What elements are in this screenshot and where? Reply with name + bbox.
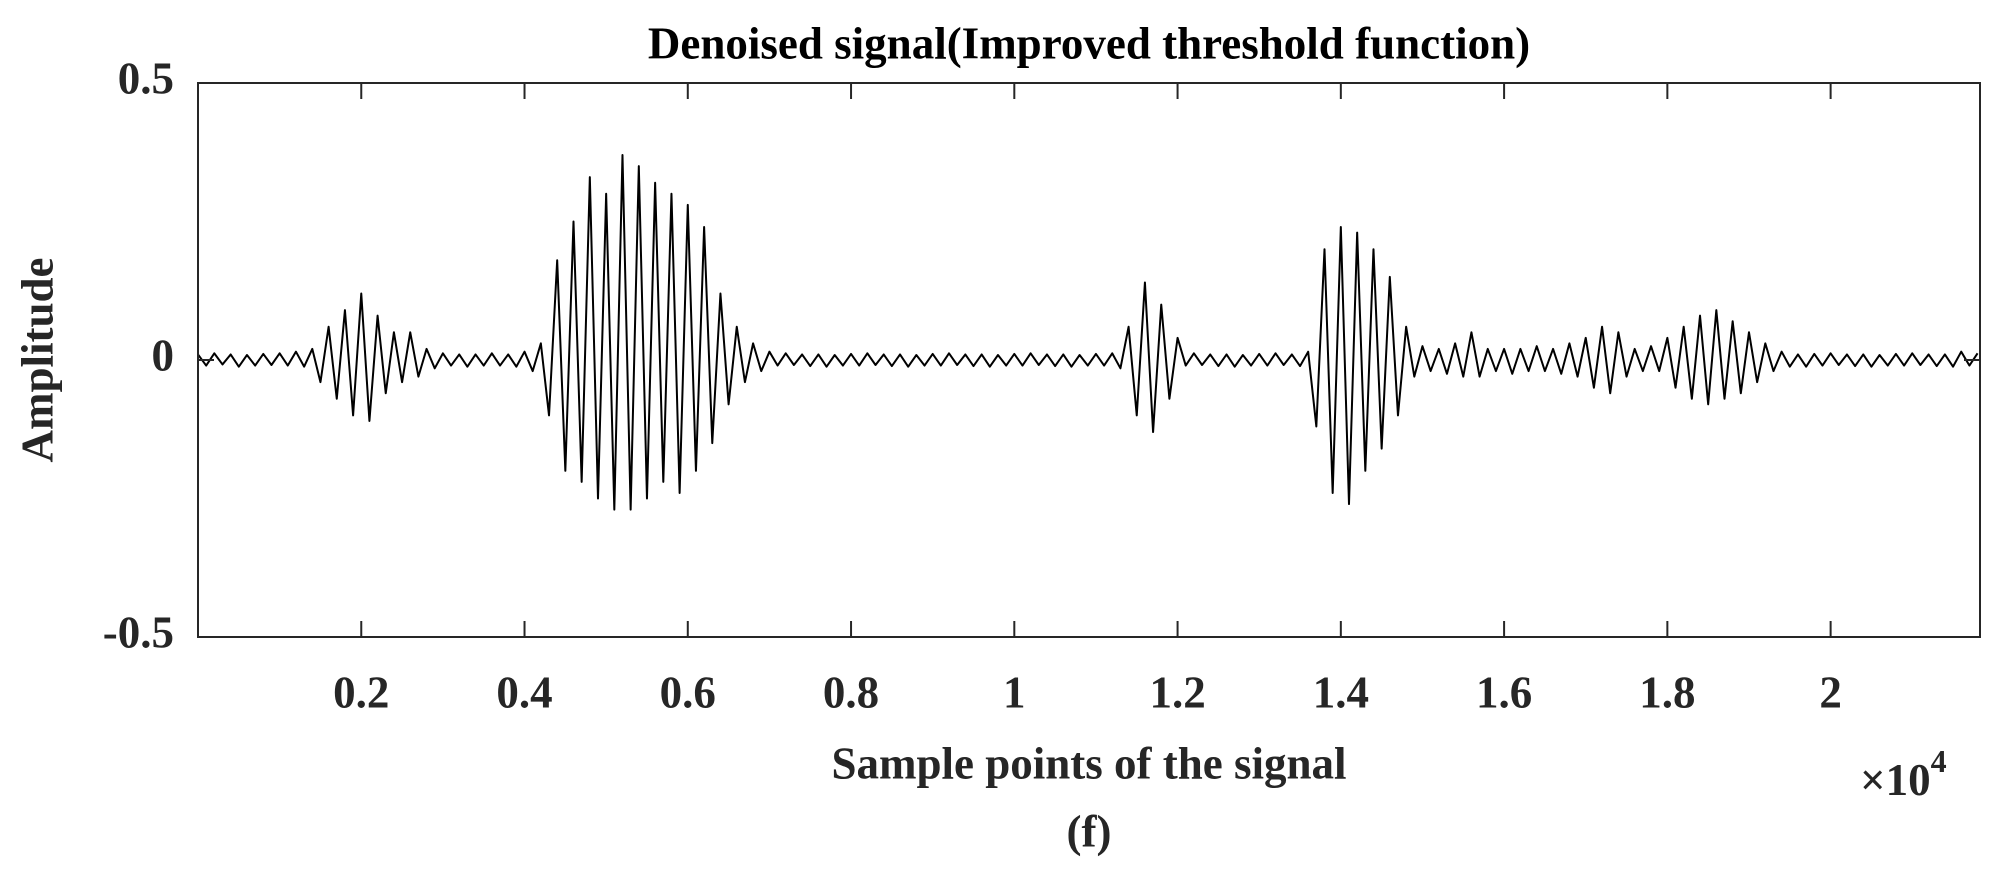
caption: (f) — [1067, 806, 1112, 856]
x-axis-label: Sample points of the signal — [831, 738, 1346, 788]
y-axis-label: Amplitude — [12, 257, 62, 462]
signal-line — [197, 154, 1979, 511]
x-tick-label: 0.2 — [333, 667, 389, 717]
x-multiplier: ×104 — [1860, 743, 1947, 805]
x-tick-label: 1 — [1003, 667, 1026, 717]
y-tick-label: 0.5 — [118, 53, 174, 103]
x-tick-label: 0.6 — [660, 667, 716, 717]
x-tick-label: 1.8 — [1639, 667, 1695, 717]
x-multiplier-base: ×10 — [1860, 755, 1931, 805]
chart-title: Denoised signal(Improved threshold funct… — [648, 18, 1530, 68]
y-tick-label: 0 — [152, 330, 175, 380]
x-multiplier-exponent: 4 — [1931, 743, 1947, 779]
y-tick-label: -0.5 — [103, 607, 174, 657]
x-tick-label: 2 — [1819, 667, 1842, 717]
x-tick-label: 1.2 — [1149, 667, 1205, 717]
x-tick-label: 1.6 — [1476, 667, 1532, 717]
x-tick-label: 0.4 — [496, 667, 552, 717]
x-tick-label: 0.8 — [823, 667, 879, 717]
x-tick-label: 1.4 — [1313, 667, 1369, 717]
